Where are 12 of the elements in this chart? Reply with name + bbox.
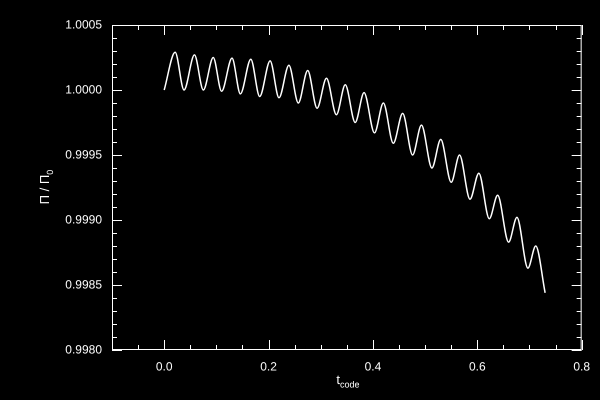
x-tick-label: 0.4	[364, 360, 382, 374]
x-tick-label: 0.8	[573, 360, 590, 374]
y-tick-label: 1.0000	[65, 82, 102, 96]
y-tick-label: 1.0005	[65, 17, 102, 32]
x-tick-label: 0.6	[468, 360, 486, 374]
y-tick-label: 0.9980	[65, 342, 102, 356]
x-axis-title: t$_{code}$	[336, 372, 360, 390]
x-tick-label: 0.0	[156, 360, 173, 374]
x-tick-label: 0.2	[260, 360, 278, 374]
y-tick-label: 0.9985	[65, 277, 102, 292]
y-tick-label: 0.9990	[65, 212, 102, 226]
y-tick-label: 0.9995	[65, 147, 102, 162]
